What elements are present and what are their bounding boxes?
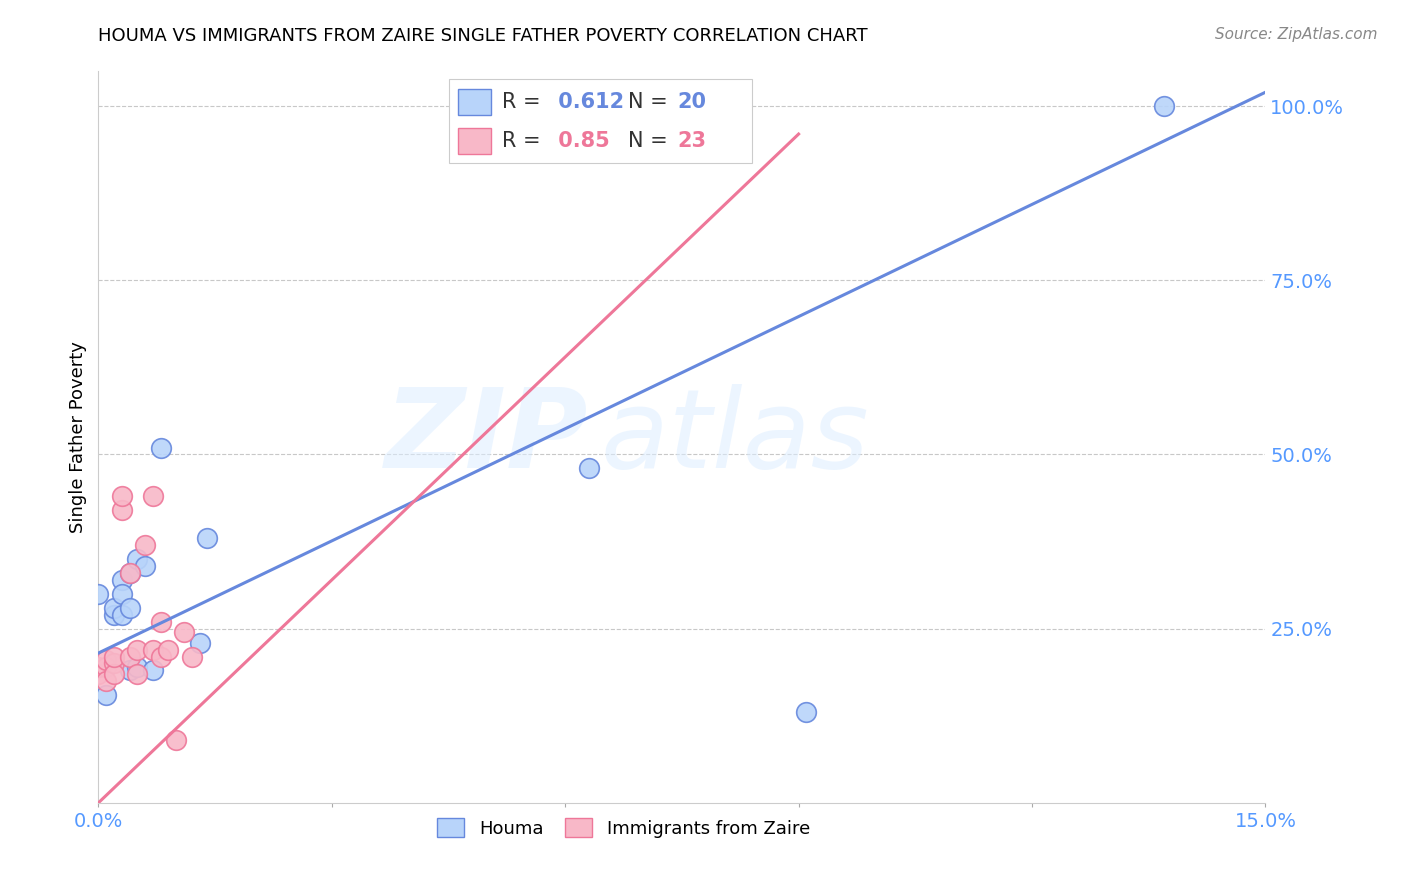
Point bbox=[103, 667, 125, 681]
Point bbox=[96, 673, 118, 688]
Point bbox=[165, 733, 187, 747]
Point bbox=[173, 625, 195, 640]
Point bbox=[149, 441, 172, 455]
Point bbox=[134, 538, 156, 552]
Point bbox=[118, 664, 141, 678]
Point bbox=[188, 635, 211, 649]
Point bbox=[142, 642, 165, 657]
Point bbox=[87, 667, 110, 681]
Text: 0.612: 0.612 bbox=[551, 92, 624, 112]
Point bbox=[796, 705, 818, 719]
Point bbox=[111, 489, 134, 503]
Point bbox=[142, 664, 165, 678]
Point bbox=[103, 607, 125, 622]
Point bbox=[149, 615, 172, 629]
Point bbox=[111, 587, 134, 601]
Point bbox=[142, 489, 165, 503]
Point bbox=[111, 607, 134, 622]
Point bbox=[195, 531, 218, 545]
Point bbox=[127, 642, 149, 657]
Text: HOUMA VS IMMIGRANTS FROM ZAIRE SINGLE FATHER POVERTY CORRELATION CHART: HOUMA VS IMMIGRANTS FROM ZAIRE SINGLE FA… bbox=[98, 27, 868, 45]
Text: R =: R = bbox=[502, 131, 547, 151]
Point bbox=[96, 688, 118, 702]
Text: ZIP: ZIP bbox=[385, 384, 589, 491]
Point bbox=[157, 642, 180, 657]
Point bbox=[103, 649, 125, 664]
Point bbox=[111, 573, 134, 587]
Text: 20: 20 bbox=[678, 92, 706, 112]
Point bbox=[578, 461, 600, 475]
Point bbox=[118, 566, 141, 580]
Point bbox=[127, 552, 149, 566]
Legend: Houma, Immigrants from Zaire: Houma, Immigrants from Zaire bbox=[430, 811, 817, 845]
Point bbox=[149, 649, 172, 664]
Text: R =: R = bbox=[502, 92, 547, 112]
Point bbox=[118, 649, 141, 664]
Text: N =: N = bbox=[628, 92, 675, 112]
Point bbox=[134, 558, 156, 573]
Point bbox=[96, 653, 118, 667]
Text: 23: 23 bbox=[678, 131, 706, 151]
Point bbox=[118, 566, 141, 580]
Text: 0.85: 0.85 bbox=[551, 131, 610, 151]
Point bbox=[103, 657, 125, 671]
Y-axis label: Single Father Poverty: Single Father Poverty bbox=[69, 341, 87, 533]
Point bbox=[103, 600, 125, 615]
Bar bbox=[458, 128, 491, 153]
Text: N =: N = bbox=[628, 131, 675, 151]
Point bbox=[127, 660, 149, 674]
Text: atlas: atlas bbox=[600, 384, 869, 491]
Point bbox=[111, 503, 134, 517]
FancyBboxPatch shape bbox=[449, 78, 752, 163]
Point bbox=[180, 649, 202, 664]
Text: Source: ZipAtlas.com: Source: ZipAtlas.com bbox=[1215, 27, 1378, 42]
Point bbox=[1153, 99, 1175, 113]
Point bbox=[118, 600, 141, 615]
Point bbox=[96, 660, 118, 674]
Point bbox=[127, 667, 149, 681]
Bar bbox=[458, 89, 491, 115]
Point bbox=[87, 660, 110, 674]
Point bbox=[87, 587, 110, 601]
